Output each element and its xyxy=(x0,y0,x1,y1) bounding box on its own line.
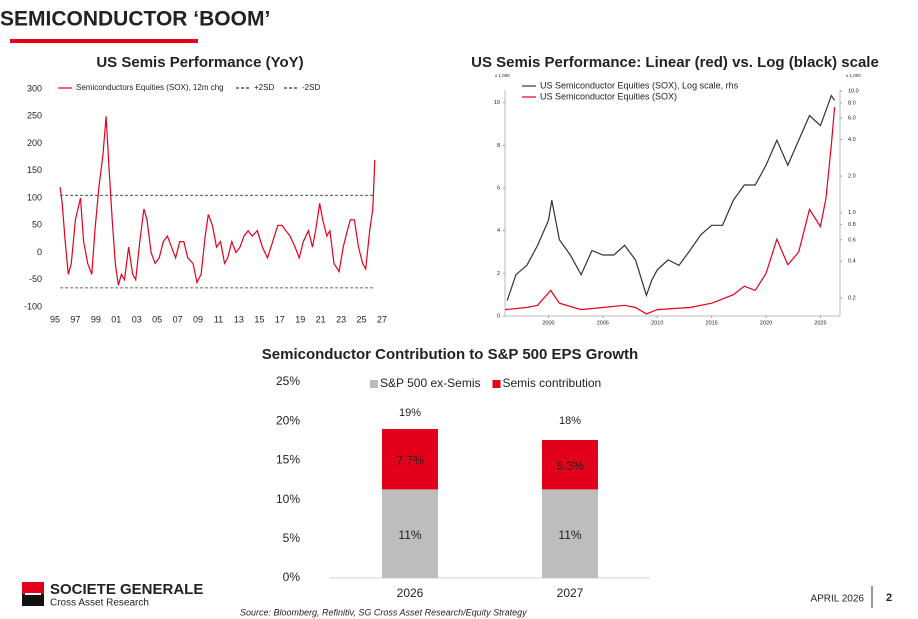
x-tick-label: 13 xyxy=(234,314,244,324)
x-tick-label: 07 xyxy=(173,314,183,324)
y-tick-label: 6 xyxy=(497,186,500,192)
legend-label: Semis contribution xyxy=(503,376,602,390)
y-tick-label: 0% xyxy=(283,570,301,584)
y-tick-label: 8 xyxy=(497,143,500,149)
logo-bottom xyxy=(22,594,44,606)
slide-title: SEMICONDUCTOR ‘BOOM’ xyxy=(0,8,270,31)
y2-tick-label: 0.4 xyxy=(848,259,856,265)
y-tick-label: 200 xyxy=(27,138,42,148)
legend-swatch xyxy=(492,380,501,388)
x-tick-label: 05 xyxy=(152,314,162,324)
y2-tick-label: 0.8 xyxy=(848,222,856,228)
x-tick-label: 03 xyxy=(132,314,142,324)
y-tick-label: 10 xyxy=(494,100,500,106)
y-tick-label: 2 xyxy=(497,271,500,277)
x-tick-label: 01 xyxy=(111,314,121,324)
logo-stripe xyxy=(25,593,41,595)
y-tick-label: 300 xyxy=(27,83,42,93)
legend-label: -2SD xyxy=(302,83,320,92)
page-number: 2 xyxy=(886,592,892,604)
x-tick-label: 19 xyxy=(295,314,305,324)
bar-segment xyxy=(542,440,598,490)
bar-segment xyxy=(382,429,438,490)
y-axis-label: x 1,000 xyxy=(495,73,510,78)
series-line xyxy=(504,107,836,315)
x-tick-label: 2005 xyxy=(597,320,609,326)
chart-title: Semiconductor Contribution to S&P 500 EP… xyxy=(262,346,638,363)
x-tick-label: 15 xyxy=(254,314,264,324)
y-tick-label: 4 xyxy=(497,228,500,234)
x-tick-label: 99 xyxy=(91,314,101,324)
x-tick-label: 2015 xyxy=(706,320,718,326)
x-tick-label: 11 xyxy=(214,314,223,324)
x-tick-label: 2020 xyxy=(760,320,772,326)
x-tick-label: 95 xyxy=(50,314,60,324)
x-tick-label: 21 xyxy=(316,314,326,324)
bar-segment xyxy=(542,489,598,578)
division: Cross Asset Research xyxy=(50,598,149,609)
y2-tick-label: 4.0 xyxy=(848,137,856,143)
chart-title: US Semis Performance (YoY) xyxy=(96,54,303,71)
legend-label: +2SD xyxy=(254,83,274,92)
y2-tick-label: 6.0 xyxy=(848,116,856,122)
y2-tick-label: 0.6 xyxy=(848,237,856,243)
y-tick-label: -100 xyxy=(24,301,42,311)
y2-tick-label: 1.0 xyxy=(848,210,856,216)
x-tick-label: 2025 xyxy=(814,320,826,326)
bar-value-label: 6.3% xyxy=(556,459,584,473)
x-tick-label: 17 xyxy=(275,314,285,324)
x-tick-label: 27 xyxy=(377,314,387,324)
y-tick-label: 50 xyxy=(32,220,42,230)
x-tick-label: 2027 xyxy=(557,586,584,600)
y2-tick-label: 8.0 xyxy=(848,100,856,106)
x-tick-label: 09 xyxy=(193,314,203,324)
total-label: 18% xyxy=(559,415,581,427)
source: Source: Bloomberg, Refinitiv, SG Cross A… xyxy=(240,607,527,617)
x-tick-label: 2010 xyxy=(651,320,663,326)
y-tick-label: 250 xyxy=(27,111,42,121)
legend-label: US Semiconductor Equities (SOX), Log sca… xyxy=(540,80,739,90)
bar-value-label: 11% xyxy=(558,528,581,542)
y-tick-label: 5% xyxy=(283,531,301,545)
date: APRIL 2026 xyxy=(810,594,864,605)
x-tick-label: 2000 xyxy=(542,320,554,326)
y-tick-label: 15% xyxy=(276,453,300,467)
x-tick-label: 2026 xyxy=(397,586,424,600)
total-label: 19% xyxy=(399,407,421,419)
y2-axis-label: x 1,000 xyxy=(846,73,861,78)
chart-title: US Semis Performance: Linear (red) vs. L… xyxy=(471,54,879,71)
x-tick-label: 23 xyxy=(336,314,346,324)
series-line xyxy=(506,94,836,301)
y-tick-label: 25% xyxy=(276,374,300,388)
legend-label: S&P 500 ex-Semis xyxy=(380,376,481,390)
brand: SOCIETE GENERALE xyxy=(50,581,203,598)
legend-label: Semiconductors Equities (SOX), 12m chg xyxy=(76,83,224,92)
bar-value-label: 11% xyxy=(398,528,421,542)
series-line xyxy=(59,116,376,286)
y-tick-label: -50 xyxy=(29,274,42,284)
y-tick-label: 0 xyxy=(497,313,500,319)
y-tick-label: 150 xyxy=(27,165,42,175)
legend-label: US Semiconductor Equities (SOX) xyxy=(540,91,677,101)
y2-tick-label: 0.2 xyxy=(848,295,856,301)
logo-top xyxy=(22,582,44,594)
legend-swatch xyxy=(370,380,378,388)
y2-tick-label: 10.0 xyxy=(848,89,859,95)
x-tick-label: 97 xyxy=(70,314,80,324)
title-underline xyxy=(10,39,198,43)
y-tick-label: 10% xyxy=(276,492,300,506)
y-tick-label: 0 xyxy=(37,247,42,257)
y2-tick-label: 2.0 xyxy=(848,174,856,180)
y-tick-label: 100 xyxy=(27,192,42,202)
bar-segment xyxy=(382,489,438,578)
bar-value-label: 7.7% xyxy=(396,453,424,467)
x-tick-label: 25 xyxy=(357,314,367,324)
y-tick-label: 20% xyxy=(276,413,300,427)
